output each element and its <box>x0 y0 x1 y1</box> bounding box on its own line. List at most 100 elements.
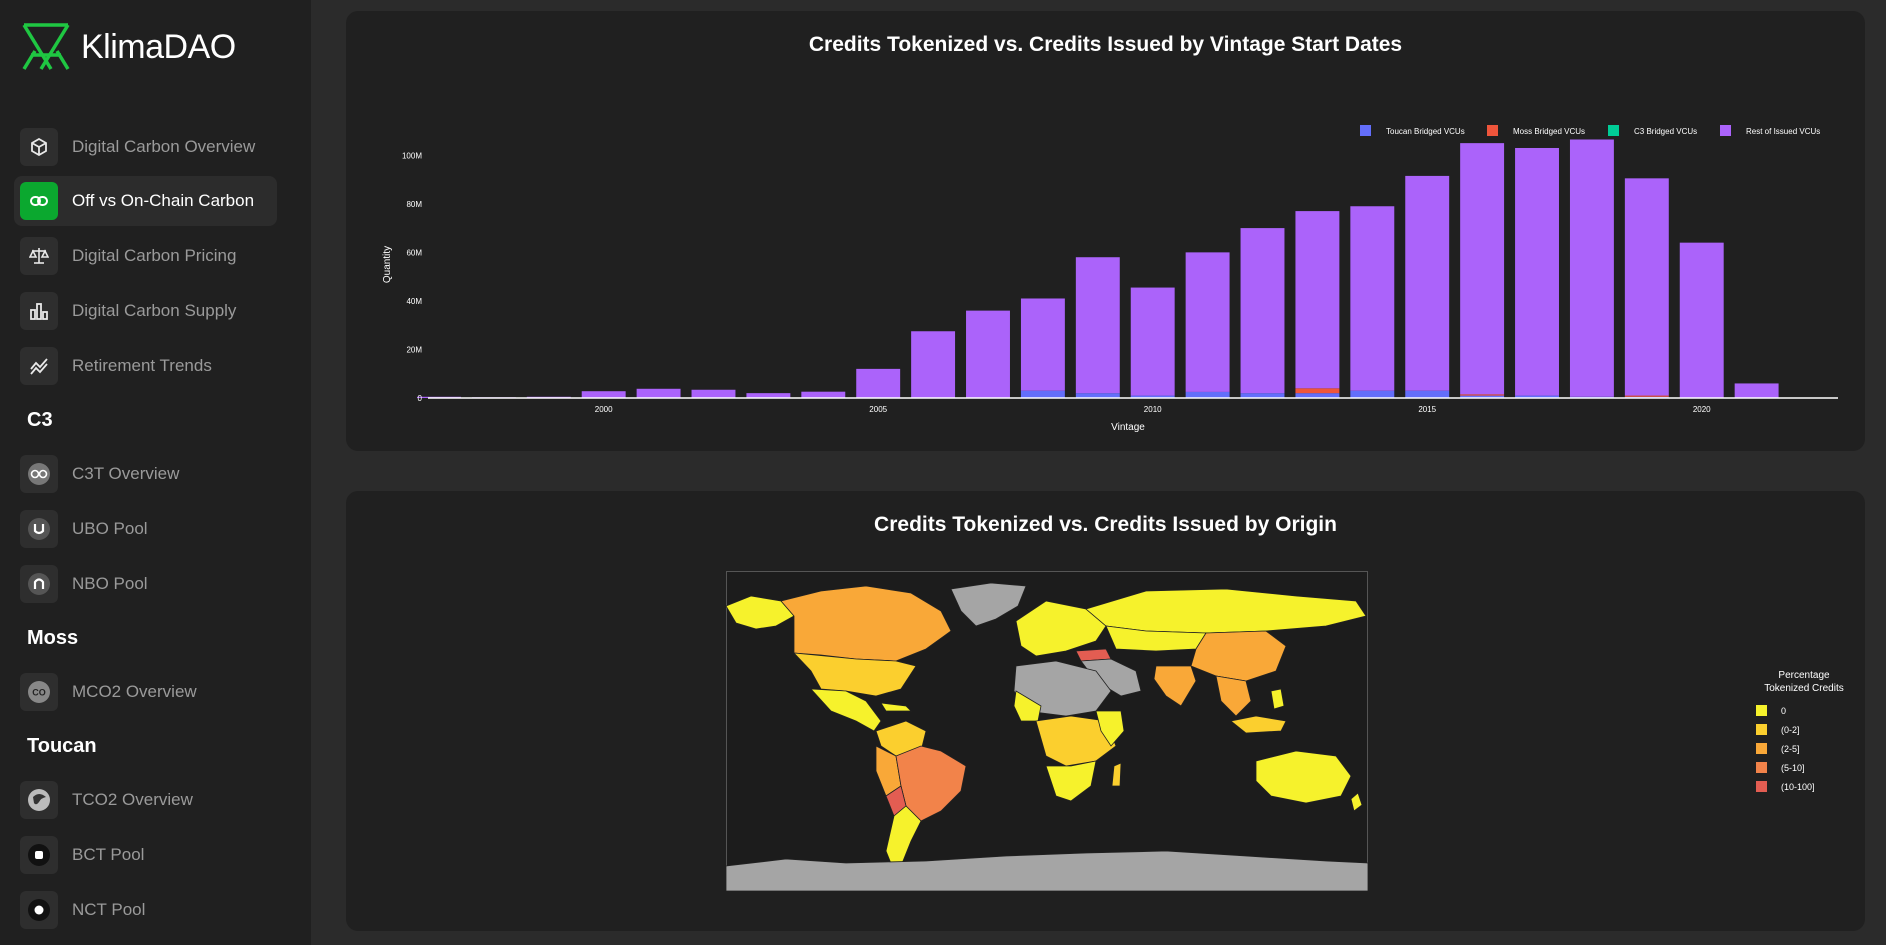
map-region-caribbean <box>880 702 912 712</box>
sidebar-item-nct-pool[interactable]: NCT Pool <box>14 885 277 935</box>
y-tick-label: 80M <box>406 200 422 209</box>
map-legend-title: Percentage Tokenized Credits <box>1744 669 1864 695</box>
nbo-token-icon <box>20 565 58 603</box>
bar-segment[interactable] <box>1569 139 1614 397</box>
bar-segment[interactable] <box>1405 175 1450 391</box>
scale-icon <box>20 237 58 275</box>
vintage-bar-chart[interactable]: 0 20M 40M 60M 80M 100M 2000 2005 2010 2015 2020 Vin… <box>346 11 1865 451</box>
legend-item[interactable]: Rest of Issued VCUs <box>1720 125 1820 136</box>
bar-segment[interactable] <box>1020 390 1065 398</box>
bar-segment[interactable] <box>636 388 681 398</box>
bar-segment[interactable] <box>1734 383 1779 398</box>
bar-segment[interactable] <box>1020 298 1065 391</box>
sidebar-item-ubo-pool[interactable]: UBO Pool <box>14 504 277 554</box>
section-title-moss: Moss <box>27 627 79 649</box>
map-region-antarctica <box>726 850 1368 891</box>
bar-segment[interactable] <box>1295 393 1340 398</box>
sidebar-item-label: Digital Carbon Overview <box>72 137 256 156</box>
sidebar-item-label: Digital Carbon Supply <box>72 301 237 320</box>
bar-segment[interactable] <box>1679 242 1724 398</box>
y-tick-label: 20M <box>406 345 422 354</box>
map-legend-item[interactable]: (5-10] <box>1756 758 1864 777</box>
app-title: KlimaDAO <box>81 27 236 66</box>
sidebar-item-c3t-overview[interactable]: C3T Overview <box>14 449 277 499</box>
map-region-australia <box>1255 750 1352 804</box>
sidebar-item-label: UBO Pool <box>72 519 148 538</box>
x-tick-label: 2020 <box>1693 405 1711 414</box>
bar-segment[interactable] <box>1515 395 1559 398</box>
sidebar-item-digital-carbon-overview[interactable]: Digital Carbon Overview <box>14 122 277 172</box>
sidebar-item-label: Digital Carbon Pricing <box>72 246 237 265</box>
y-tick-label: 40M <box>406 297 422 306</box>
sidebar-item-label: NBO Pool <box>72 574 148 593</box>
sidebar-item-digital-carbon-pricing[interactable]: Digital Carbon Pricing <box>14 231 277 281</box>
bar-segment[interactable] <box>1350 390 1395 398</box>
bar-segment[interactable] <box>1295 211 1340 389</box>
y-tick-label: 60M <box>406 248 422 257</box>
map-legend-label: (0-2] <box>1781 724 1800 735</box>
map-region-alaska <box>726 595 795 630</box>
world-map[interactable] <box>726 571 1368 891</box>
bar-segment[interactable] <box>856 368 901 398</box>
map-region-new-zealand <box>1350 792 1363 812</box>
bar-segment[interactable] <box>801 391 846 398</box>
legend-item[interactable]: Toucan Bridged VCUs <box>1360 125 1465 136</box>
bar-segment[interactable] <box>1130 287 1175 396</box>
sidebar-item-label: NCT Pool <box>72 900 146 919</box>
klimadao-logo-icon <box>22 23 70 70</box>
map-legend-item[interactable]: (2-5] <box>1756 739 1864 758</box>
sidebar-item-mco2-overview[interactable]: CO MCO2 Overview <box>14 667 277 717</box>
bar-segment[interactable] <box>691 389 736 398</box>
bar-segment[interactable] <box>1460 143 1505 395</box>
map-region-philippines <box>1270 688 1285 710</box>
bar-segment[interactable] <box>1240 228 1285 394</box>
map-legend-title-line1: Percentage <box>1778 670 1830 681</box>
bar-segment[interactable] <box>746 393 791 398</box>
sidebar-item-off-vs-on-chain-carbon[interactable]: Off vs On-Chain Carbon <box>14 176 277 226</box>
sidebar-item-label: Retirement Trends <box>72 356 212 375</box>
ubo-token-icon <box>20 510 58 548</box>
bar-segment[interactable] <box>1075 393 1120 398</box>
bar-segment[interactable] <box>1295 388 1340 394</box>
bar-segment[interactable] <box>581 391 626 398</box>
map-region-greenland <box>950 582 1027 627</box>
bar-segment[interactable] <box>1185 252 1230 392</box>
nct-token-icon <box>20 891 58 929</box>
logo[interactable]: KlimaDAO <box>21 22 236 72</box>
legend-label: Moss Bridged VCUs <box>1513 127 1585 136</box>
bar-segment[interactable] <box>1460 394 1505 396</box>
map-legend-swatch <box>1756 724 1767 735</box>
bar-segment[interactable] <box>1460 395 1505 398</box>
sidebar-item-retirement-trends[interactable]: Retirement Trends <box>14 341 277 391</box>
sidebar-item-tco2-overview[interactable]: TCO2 Overview <box>14 775 277 825</box>
bar-segment[interactable] <box>911 331 956 398</box>
bar-segment[interactable] <box>1240 393 1285 398</box>
sidebar-item-label: C3T Overview <box>72 464 180 483</box>
bar-segment[interactable] <box>1350 206 1395 391</box>
bar-segment[interactable] <box>966 310 1010 398</box>
bar-segment[interactable] <box>1515 147 1559 396</box>
bar-segment[interactable] <box>1405 390 1450 398</box>
sidebar-item-label: MCO2 Overview <box>72 682 197 701</box>
map-legend-items: 0 (0-2] (2-5] (5-10] (10-100] <box>1744 701 1864 796</box>
bar-chart-icon <box>20 292 58 330</box>
origin-map-title: Credits Tokenized vs. Credits Issued by … <box>874 513 1337 536</box>
sidebar-item-nbo-pool[interactable]: NBO Pool <box>14 559 277 609</box>
legend-item[interactable]: C3 Bridged VCUs <box>1608 125 1697 136</box>
bar-segment[interactable] <box>1624 178 1669 396</box>
sidebar-item-label: BCT Pool <box>72 845 145 864</box>
map-legend-label: (2-5] <box>1781 743 1800 754</box>
sidebar-item-digital-carbon-supply[interactable]: Digital Carbon Supply <box>14 286 277 336</box>
trend-icon <box>20 347 58 385</box>
sidebar-item-bct-pool[interactable]: BCT Pool <box>14 830 277 880</box>
legend-item[interactable]: Moss Bridged VCUs <box>1487 125 1585 136</box>
bar-segment[interactable] <box>1075 257 1120 394</box>
map-legend-item[interactable]: (10-100] <box>1756 777 1864 796</box>
bar-segment[interactable] <box>1624 395 1669 397</box>
bar-segment[interactable] <box>1185 391 1230 398</box>
bar-segment[interactable] <box>1130 395 1175 398</box>
map-legend-label: 0 <box>1781 705 1787 716</box>
legend-label: C3 Bridged VCUs <box>1634 127 1697 136</box>
map-legend-item[interactable]: 0 <box>1756 701 1864 720</box>
map-legend-item[interactable]: (0-2] <box>1756 720 1864 739</box>
